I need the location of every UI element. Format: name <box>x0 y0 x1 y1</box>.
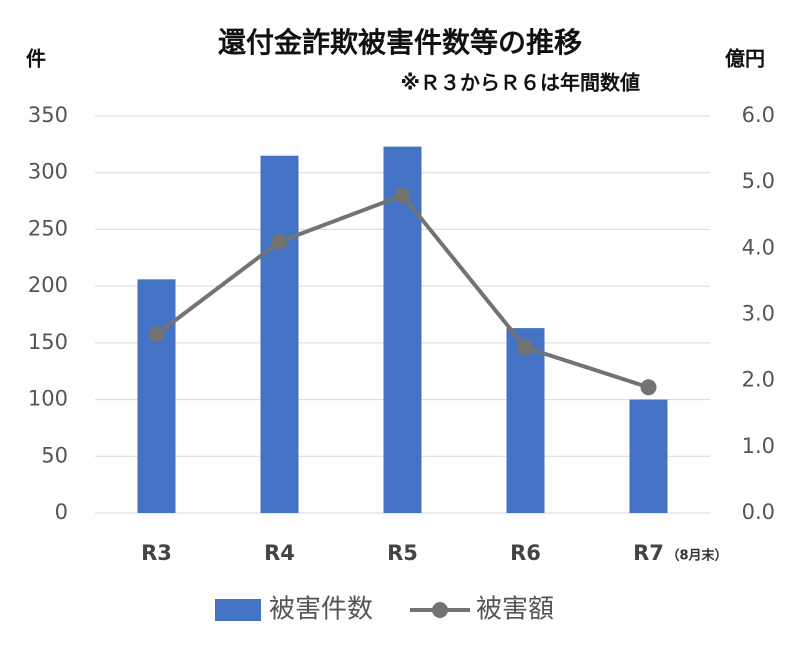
legend-swatch <box>215 599 261 621</box>
y-tick-label: 0 <box>55 500 68 524</box>
y-tick-label: 250 <box>28 216 68 240</box>
legend-label: 被害件数 <box>269 595 373 625</box>
y-tick-label: 300 <box>28 160 68 184</box>
y2-tick-label: 1.0 <box>742 434 775 458</box>
y2-tick-label: 5.0 <box>742 169 775 193</box>
chart-title: 還付金詐欺被害件数等の推移 <box>218 26 582 59</box>
y-axis-label: 件 <box>26 47 46 71</box>
chart-subtitle: ※Ｒ３からＲ６は年間数値 <box>401 71 640 95</box>
y-tick-label: 350 <box>28 103 68 127</box>
line-marker <box>394 187 411 204</box>
y2-tick-label: 4.0 <box>742 235 775 259</box>
x-tick-label: R3 <box>141 541 172 565</box>
y2-tick-label: 0.0 <box>742 500 775 524</box>
y2-tick-label: 2.0 <box>742 368 775 392</box>
y2-axis-label: 億円 <box>725 47 765 71</box>
x-tick-label: R6 <box>510 541 541 565</box>
y-tick-label: 150 <box>28 330 68 354</box>
y-tick-label: 200 <box>28 273 68 297</box>
y2-tick-label: 3.0 <box>742 302 775 326</box>
bar <box>137 279 176 513</box>
line-marker <box>148 326 165 343</box>
bar <box>260 155 299 513</box>
y-tick-label: 50 <box>41 443 68 467</box>
x-tick-label: R7 <box>633 541 664 565</box>
bar <box>383 146 422 513</box>
bar <box>506 328 545 513</box>
bar <box>629 399 668 513</box>
category-note: （8月末） <box>667 548 728 564</box>
x-tick-label: R5 <box>387 541 418 565</box>
legend-marker <box>432 602 448 618</box>
line-marker <box>640 379 657 396</box>
line-marker <box>517 339 534 356</box>
legend-label: 被害額 <box>476 595 554 625</box>
y-tick-label: 100 <box>28 387 68 411</box>
x-tick-label: R4 <box>264 541 295 565</box>
line-marker <box>271 233 288 250</box>
y2-tick-label: 6.0 <box>742 103 775 127</box>
